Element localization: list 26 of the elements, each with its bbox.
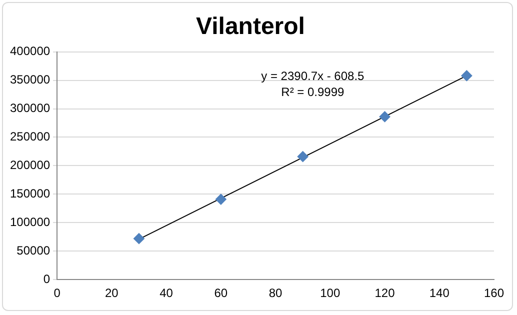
- x-tick-label: 140: [429, 286, 450, 300]
- x-tick-label: 40: [160, 286, 174, 300]
- y-tick-label: 400000: [10, 44, 50, 58]
- x-tick-label: 100: [320, 286, 340, 300]
- x-tick-label: 160: [484, 286, 504, 300]
- point: [215, 194, 226, 205]
- y-tick-label: 100000: [10, 214, 50, 229]
- y-tick-label: 350000: [10, 72, 50, 87]
- point: [297, 151, 308, 162]
- x-tick-label: 20: [104, 286, 119, 300]
- x-tick-label: 80: [268, 286, 283, 300]
- y-tick-label: 50000: [16, 243, 50, 258]
- x-tick-label: 0: [54, 286, 61, 300]
- y-tick-label: 200000: [10, 158, 50, 172]
- y-tick-label: 250000: [10, 130, 50, 144]
- y-tick-label: 150000: [10, 186, 50, 200]
- point: [133, 233, 144, 244]
- x-tick-label: 60: [214, 286, 228, 300]
- point: [461, 70, 472, 82]
- annotation: y = 2390.7x - 608.5: [261, 69, 365, 84]
- chart-title: Vilanterol: [196, 13, 305, 40]
- x-tick-label: 120: [374, 286, 396, 300]
- y-tick-label: 0: [43, 272, 50, 286]
- annotation: R² = 0.9999: [281, 85, 345, 100]
- point: [379, 111, 390, 122]
- y-tick-label: 300000: [10, 101, 50, 116]
